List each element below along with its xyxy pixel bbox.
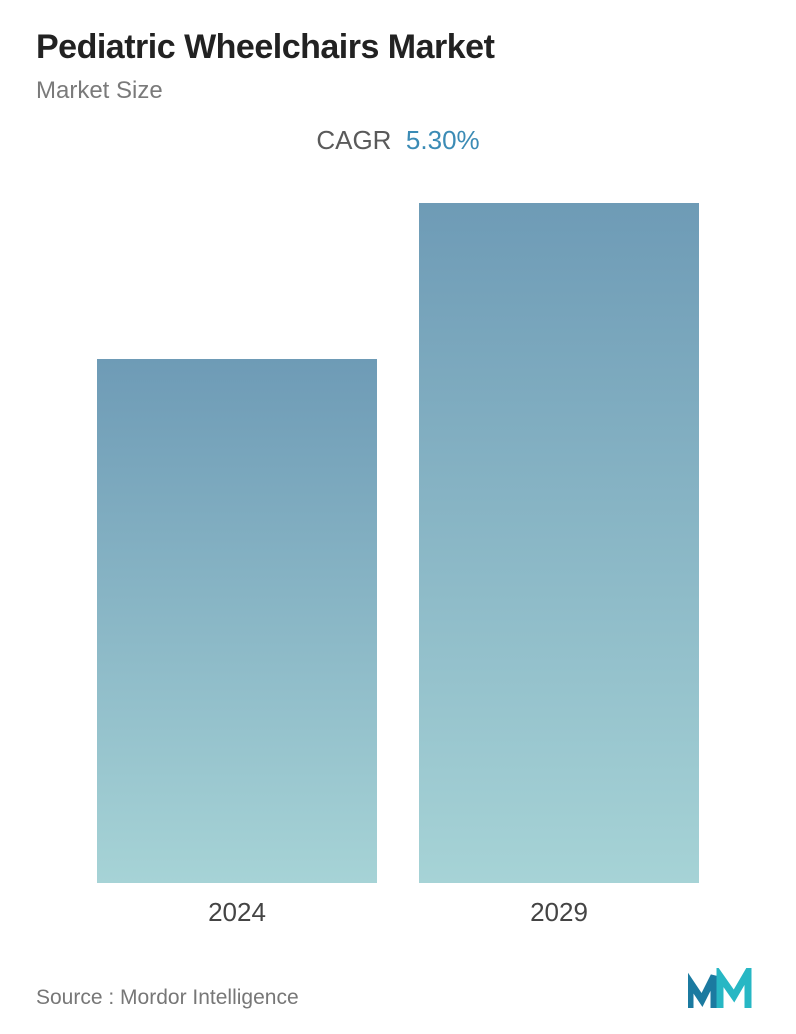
logo-icon [688,968,760,1010]
cagr-label: CAGR [316,125,391,155]
bar-label-0: 2024 [208,897,266,928]
bar-group-1: 2029 [419,203,699,928]
bar-wrapper-0 [97,203,377,883]
source-text: Source : Mordor Intelligence [36,986,299,1010]
bar-0 [97,359,377,883]
chart-container: Pediatric Wheelchairs Market Market Size… [0,0,796,1034]
bar-group-0: 2024 [97,203,377,928]
cagr-value: 5.30% [406,125,480,155]
chart-subtitle: Market Size [36,77,760,105]
chart-title: Pediatric Wheelchairs Market [36,28,760,67]
bar-label-1: 2029 [530,897,588,928]
bar-wrapper-1 [419,203,699,883]
cagr-row: CAGR 5.30% [36,125,760,156]
footer: Source : Mordor Intelligence [36,968,760,1014]
bar-1 [419,203,699,883]
chart-area: 2024 2029 [36,186,760,928]
